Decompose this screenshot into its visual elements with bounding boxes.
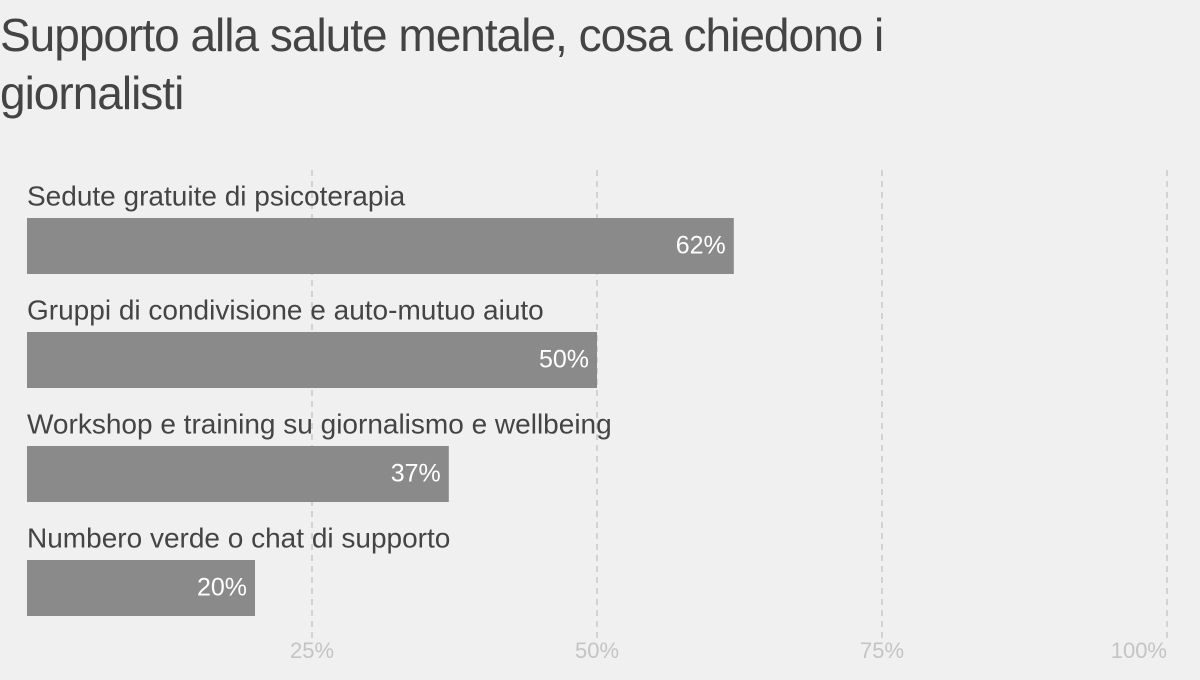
value-label: 37%	[391, 460, 441, 488]
chart-title: Supporto alla salute mentale, cosa chied…	[0, 9, 884, 119]
bar	[27, 332, 597, 388]
x-tick-label: 75%	[860, 638, 904, 663]
value-label: 20%	[197, 574, 247, 602]
x-tick-label: 25%	[290, 638, 334, 663]
x-tick-label: 100%	[1111, 638, 1167, 663]
value-label: 62%	[676, 232, 726, 260]
bar	[27, 218, 734, 274]
category-label: Sedute gratuite di psicoterapia	[27, 180, 406, 211]
bar	[27, 446, 449, 502]
value-label: 50%	[539, 346, 589, 374]
category-label: Numbero verde o chat di supporto	[27, 522, 450, 553]
bar	[27, 560, 255, 616]
category-label: Workshop e training su giornalismo e wel…	[27, 408, 612, 439]
x-tick-label: 50%	[575, 638, 619, 663]
category-label: Gruppi di condivisione e auto-mutuo aiut…	[27, 294, 544, 325]
